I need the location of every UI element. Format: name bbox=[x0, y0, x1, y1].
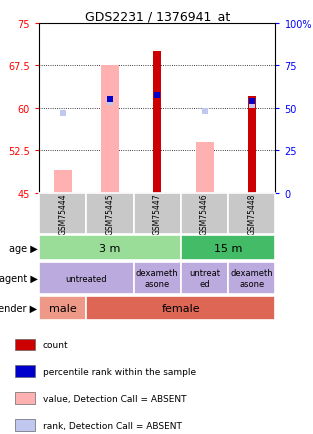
Bar bbox=[39, 262, 134, 295]
Text: GSM75445: GSM75445 bbox=[105, 193, 115, 234]
Bar bbox=[15, 339, 35, 350]
Text: percentile rank within the sample: percentile rank within the sample bbox=[43, 367, 196, 376]
Text: GSM75446: GSM75446 bbox=[200, 193, 209, 234]
Text: 15 m: 15 m bbox=[214, 243, 242, 253]
Bar bbox=[54, 171, 72, 193]
Text: male: male bbox=[49, 303, 77, 313]
Text: dexameth
asone: dexameth asone bbox=[136, 269, 179, 288]
Text: gender ▶: gender ▶ bbox=[0, 303, 38, 313]
Bar bbox=[153, 52, 161, 193]
Bar bbox=[248, 97, 256, 193]
Bar bbox=[181, 236, 275, 261]
Text: female: female bbox=[162, 303, 200, 313]
Bar bbox=[134, 193, 181, 234]
Text: age ▶: age ▶ bbox=[9, 243, 38, 253]
Text: rank, Detection Call = ABSENT: rank, Detection Call = ABSENT bbox=[43, 421, 182, 430]
Text: agent ▶: agent ▶ bbox=[0, 273, 38, 283]
Text: count: count bbox=[43, 340, 69, 349]
Bar bbox=[15, 420, 35, 431]
Text: untreated: untreated bbox=[66, 274, 107, 283]
Bar bbox=[228, 262, 275, 295]
Bar bbox=[15, 393, 35, 404]
Bar bbox=[86, 296, 275, 320]
Bar bbox=[86, 193, 134, 234]
Bar bbox=[134, 262, 181, 295]
Text: GSM75448: GSM75448 bbox=[247, 193, 256, 234]
Text: dexameth
asone: dexameth asone bbox=[230, 269, 273, 288]
Text: 3 m: 3 m bbox=[99, 243, 121, 253]
Bar bbox=[39, 193, 86, 234]
Bar bbox=[101, 66, 119, 193]
Bar bbox=[39, 236, 181, 261]
Bar bbox=[39, 296, 86, 320]
Text: value, Detection Call = ABSENT: value, Detection Call = ABSENT bbox=[43, 394, 186, 403]
Bar bbox=[181, 262, 228, 295]
Bar bbox=[196, 142, 213, 193]
Title: GDS2231 / 1376941_at: GDS2231 / 1376941_at bbox=[85, 10, 230, 23]
Bar bbox=[181, 193, 228, 234]
Bar bbox=[15, 366, 35, 377]
Text: untreat
ed: untreat ed bbox=[189, 269, 220, 288]
Bar bbox=[228, 193, 275, 234]
Text: GSM75444: GSM75444 bbox=[58, 193, 67, 234]
Text: GSM75447: GSM75447 bbox=[153, 193, 162, 234]
